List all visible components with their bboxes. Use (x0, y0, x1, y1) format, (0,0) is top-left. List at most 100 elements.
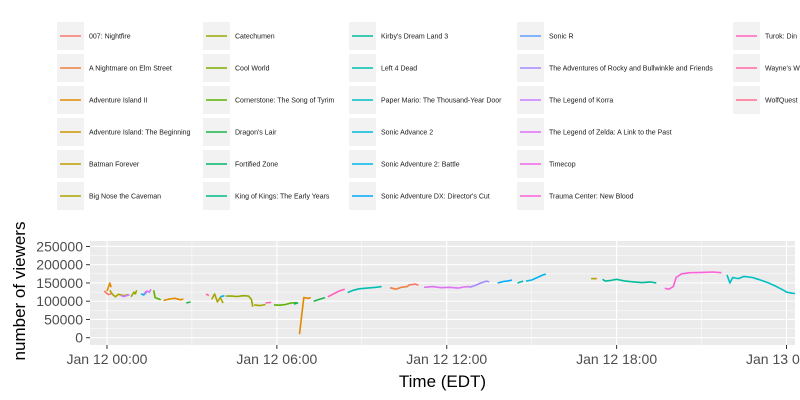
series-line (664, 271, 722, 291)
series-line (210, 293, 224, 304)
legend-entry: Fortified Zone (203, 150, 278, 178)
legend-label: 007: Nightfire (89, 34, 131, 41)
legend-entry: Trauma Center: New Blood (517, 182, 634, 210)
series-line (389, 283, 411, 291)
series-line (313, 296, 326, 302)
chart-legend: 007: Nightfire A Nightmare on Elm Street A… (57, 22, 800, 210)
series-line (220, 294, 225, 298)
legend-label: Sonic R (549, 34, 574, 41)
y-tick-label: 150000 (36, 275, 83, 291)
series-line (265, 301, 272, 304)
legend-entry: Paper Mario: The Thousand-Year Door (349, 86, 502, 114)
y-axis-ticks: 0 50000 100000 150000 200000 250000 (36, 238, 90, 346)
legend-entry: Adventure Island: The Beginning (57, 118, 191, 146)
legend-entry: Catechumen (203, 22, 275, 50)
x-axis-title: Time (EDT) (399, 372, 486, 391)
y-tick-label: 50000 (44, 311, 83, 327)
series-line (726, 274, 796, 295)
legend-entry: A Nightmare on Elm Street (57, 54, 172, 82)
series-line (254, 303, 266, 307)
x-tick-label: Jan 12 12:00 (406, 351, 487, 367)
legend-label: The Adventures of Rocky and Bullwinkle a… (549, 66, 713, 73)
legend-label: Fortified Zone (235, 162, 278, 169)
legend-entry: Sonic R (517, 22, 574, 50)
x-tick-label: Jan 12 18:00 (576, 351, 657, 367)
series-line (186, 301, 191, 304)
series-line (497, 279, 513, 284)
y-tick-label: 200000 (36, 257, 83, 273)
series-line (152, 290, 162, 301)
legend-label: Dragon's Lair (235, 130, 277, 137)
legend-label: Trauma Center: New Blood (549, 194, 634, 201)
series-line (347, 285, 382, 294)
x-axis-ticks: Jan 12 00:00 Jan 12 06:00 Jan 12 12:00 Jan … (67, 345, 800, 367)
series-lines (103, 271, 796, 335)
legend-label: Cornerstone: The Song of Tyrim (235, 98, 335, 105)
legend-label: Adventure Island II (89, 98, 147, 105)
legend-entry: The Legend of Korra (517, 86, 613, 114)
legend-label: Sonic Adventure 2: Battle (381, 162, 460, 169)
series-line (469, 280, 490, 289)
legend-label: Left 4 Dead (381, 66, 417, 73)
legend-entry: Kirby's Dream Land 3 (349, 22, 448, 50)
legend-label: Timecop (549, 162, 576, 169)
series-line (525, 273, 546, 282)
series-line (120, 293, 130, 298)
series-line (106, 282, 112, 292)
x-tick-label: Jan 12 00:00 (67, 351, 148, 367)
legend-label: Cool World (235, 66, 270, 73)
series-line (293, 301, 299, 305)
legend-entry: Cornerstone: The Song of Tyrim (203, 86, 335, 114)
series-line (163, 297, 184, 302)
series-line (424, 285, 470, 289)
legend-label: King of Kings: The Early Years (235, 194, 330, 201)
legend-label: Kirby's Dream Land 3 (381, 34, 448, 41)
series-line (327, 288, 346, 298)
legend-label: Big Nose the Caveman (89, 194, 161, 201)
legend-entry: Cool World (203, 54, 270, 82)
series-line (602, 278, 657, 284)
legend-label: Catechumen (235, 34, 275, 41)
series-line (205, 293, 210, 297)
y-tick-label: 100000 (36, 293, 83, 309)
series-line (273, 301, 297, 307)
legend-entry: King of Kings: The Early Years (203, 182, 330, 210)
legend-label: The Legend of Korra (549, 98, 613, 105)
series-line (103, 290, 112, 296)
legend-label: Sonic Adventure DX: Director's Cut (381, 194, 490, 201)
legend-entry: Dragon's Lair (203, 118, 277, 146)
legend-label: Adventure Island: The Beginning (89, 130, 191, 137)
legend-entry: Sonic Advance 2 (349, 118, 433, 146)
series-line (409, 283, 419, 286)
series-line (130, 290, 138, 298)
legend-label: Sonic Advance 2 (381, 130, 433, 137)
legend-label: Turok: Din (765, 34, 797, 41)
legend-label: WolfQuest (765, 98, 798, 105)
legend-entry: Sonic Adventure 2: Battle (349, 150, 460, 178)
legend-entry: Timecop (517, 150, 576, 178)
legend-entry: Turok: Din (733, 22, 797, 50)
legend-label: Paper Mario: The Thousand-Year Door (381, 98, 502, 105)
legend-entry: Sonic Adventure DX: Director's Cut (349, 182, 490, 210)
legend-entry: Left 4 Dead (349, 54, 417, 82)
legend-entry: Batman Forever (57, 150, 140, 178)
x-tick-label: Jan 12 06:00 (236, 351, 317, 367)
legend-label: Wayne's W (765, 66, 800, 73)
series-line (225, 294, 254, 307)
series-line (143, 288, 152, 295)
legend-entry: The Legend of Zelda: A Link to the Past (517, 118, 672, 146)
legend-label: A Nightmare on Elm Street (89, 66, 172, 73)
legend-entry: WolfQuest (733, 86, 798, 114)
x-tick-label: Jan 13 00:00 (746, 351, 800, 367)
y-axis-title: number of viewers (10, 222, 29, 361)
y-tick-label: 0 (75, 330, 83, 346)
series-line (298, 296, 311, 335)
legend-label: The Legend of Zelda: A Link to the Past (549, 130, 672, 137)
y-tick-label: 250000 (36, 238, 83, 254)
series-line (517, 280, 524, 284)
legend-entry: Big Nose the Caveman (57, 182, 161, 210)
legend-label: Batman Forever (89, 162, 140, 169)
legend-entry: Adventure Island II (57, 86, 147, 114)
legend-entry: 007: Nightfire (57, 22, 131, 50)
